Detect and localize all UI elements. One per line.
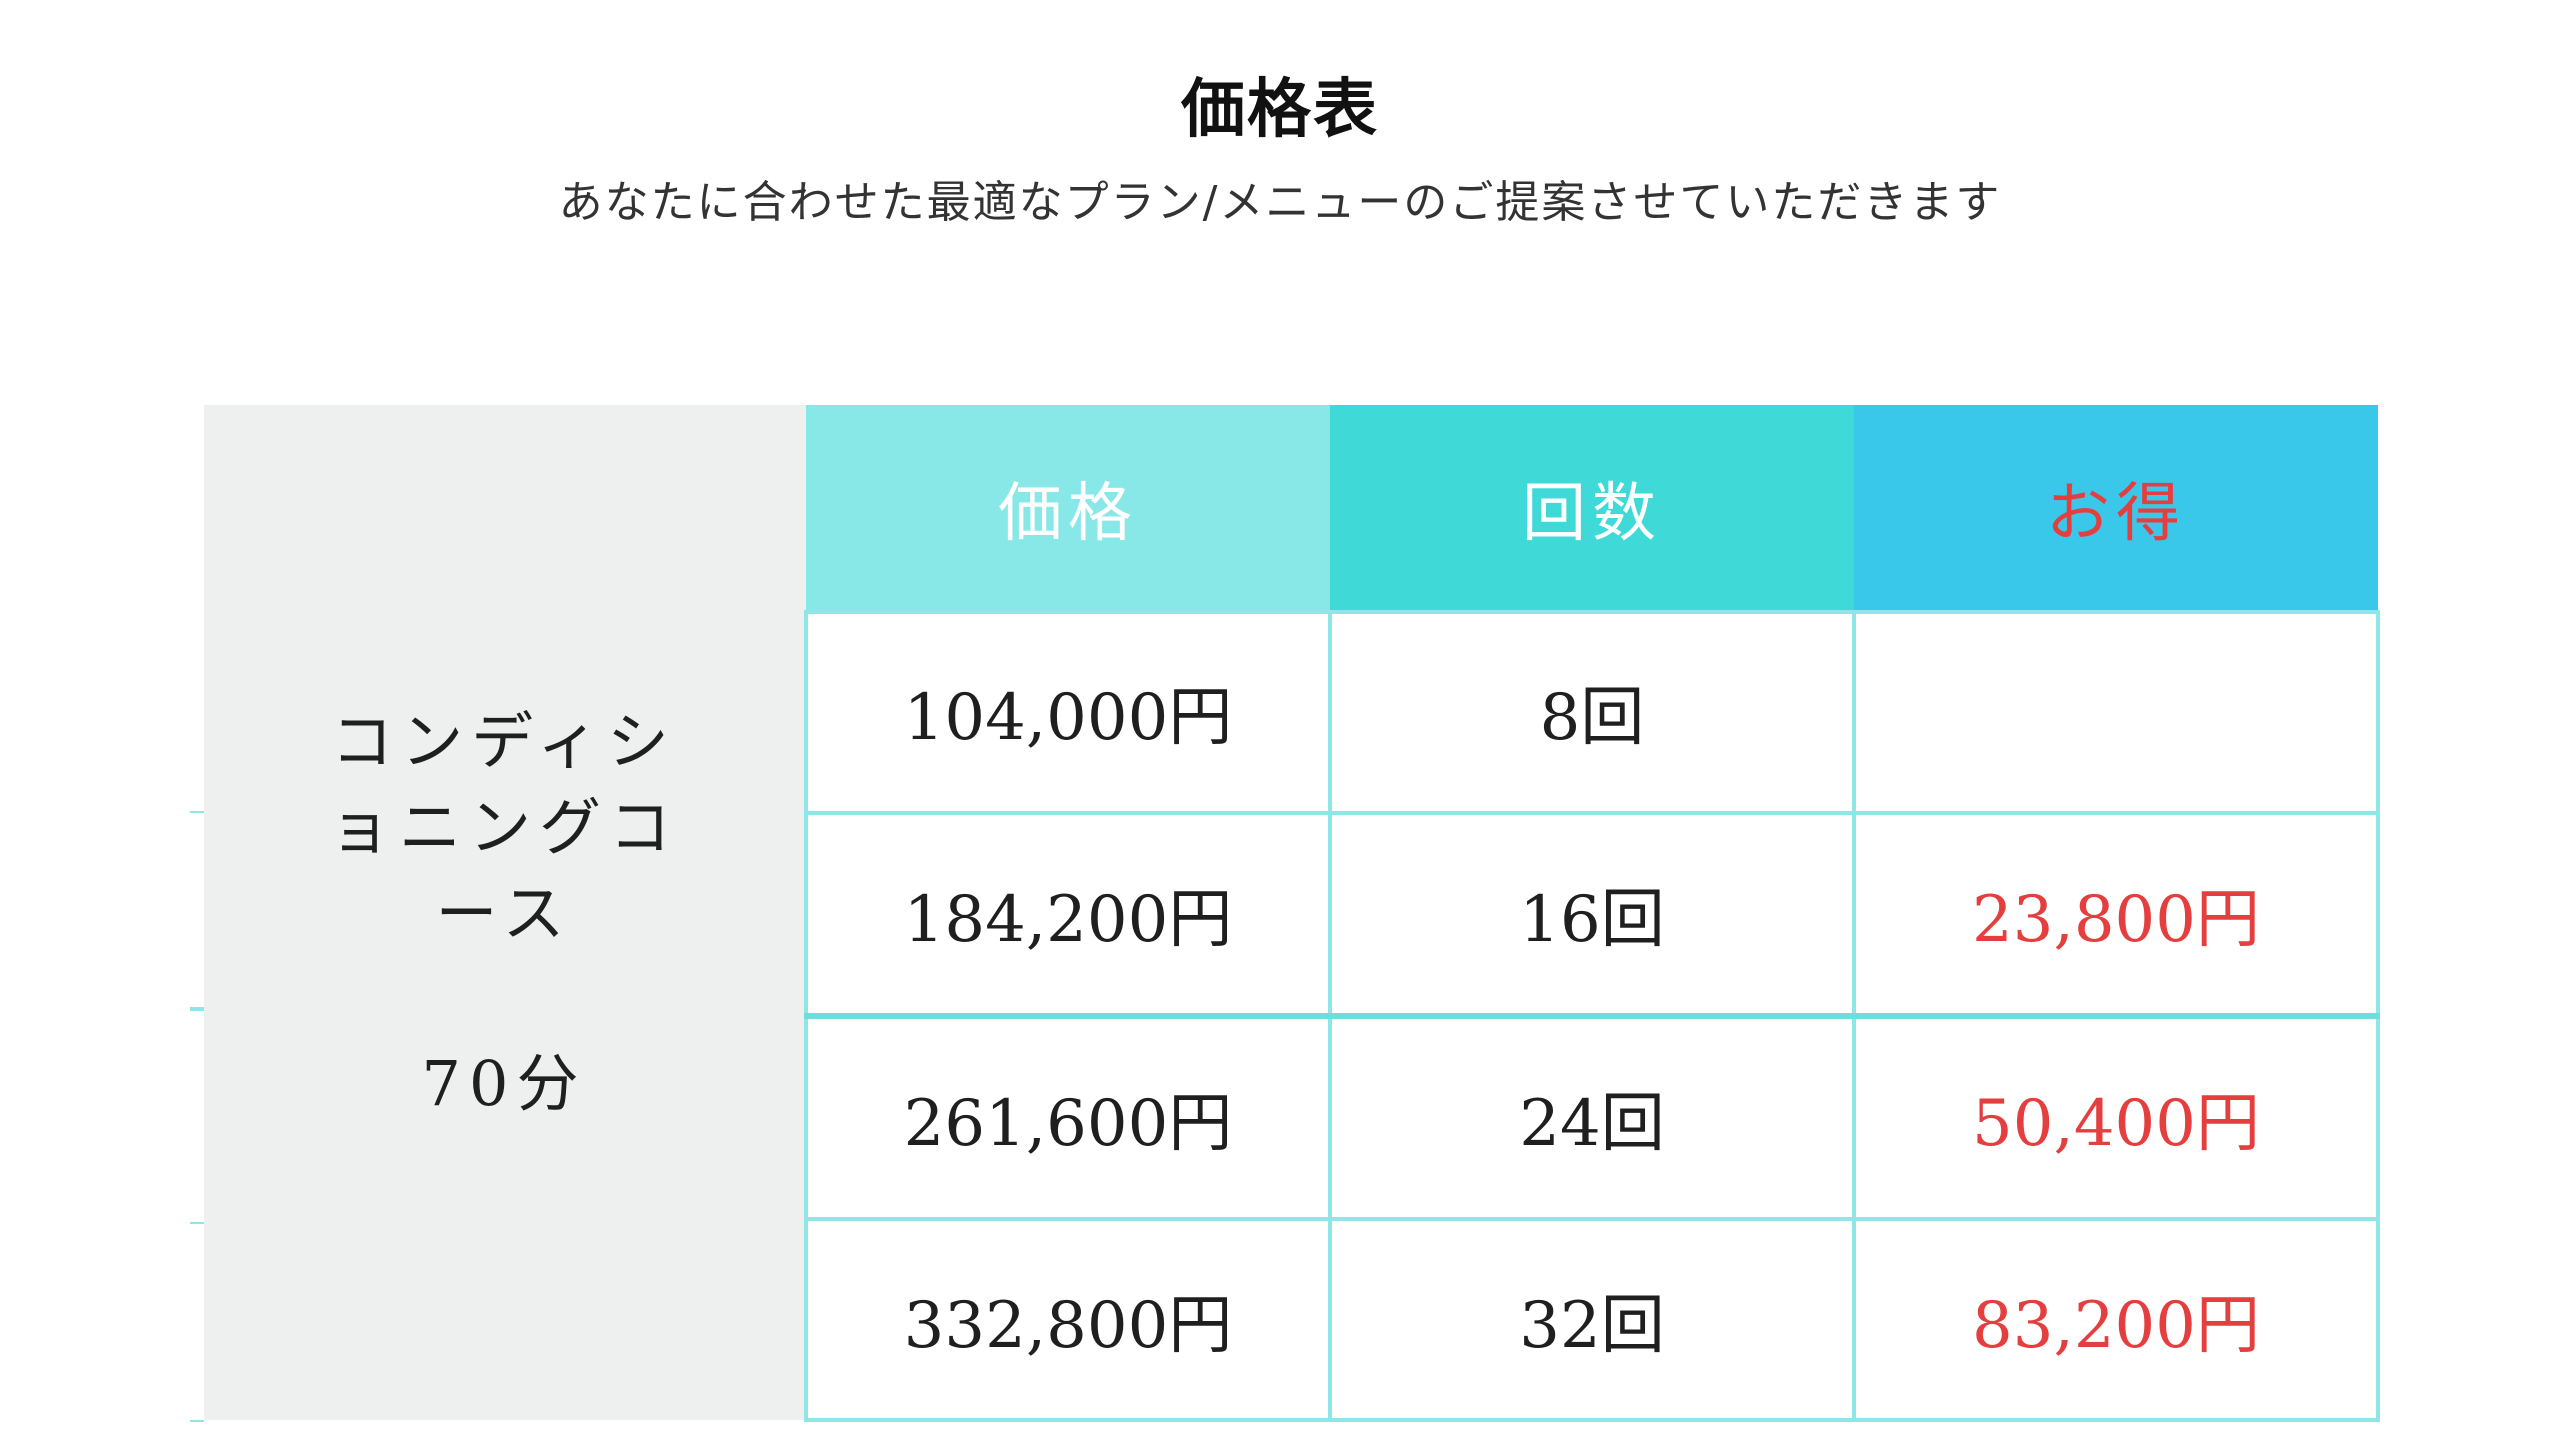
course-duration: 70分 (421, 1046, 587, 1120)
count-cell: 8回 (1328, 610, 1856, 815)
saving-cell (1852, 610, 2380, 815)
page-subtitle: あなたに合わせた最適なプラン/メニューのご提案させていただきます (558, 177, 2002, 228)
page-title: 価格表 (1181, 73, 1379, 147)
count-cell: 24回 (1328, 1012, 1856, 1222)
price-cell: 261,600円 (804, 1012, 1332, 1222)
table-header-row: コンディショニングコース 70分 価格 回数 お得 (204, 405, 2378, 1420)
table-edge-line (190, 1222, 204, 1224)
table-row: 104,000円 8回 (204, 610, 2380, 815)
saving-cell: 83,200円 (1852, 1217, 2380, 1422)
saving-cell: 23,800円 (1852, 810, 2380, 1018)
price-cell: 184,200円 (804, 810, 1332, 1018)
table-row: 261,600円 24回 50,400円 (204, 1012, 2380, 1222)
table-row: 184,200円 16回 23,800円 (204, 810, 2380, 1018)
count-cell: 32回 (1328, 1217, 1856, 1422)
table-edge-line (190, 811, 204, 813)
price-cell: 104,000円 (804, 610, 1332, 815)
course-cell: コンディショニングコース 70分 (204, 405, 806, 1420)
table-row: 332,800円 32回 83,200円 (204, 1217, 2380, 1422)
saving-cell: 50,400円 (1852, 1012, 2380, 1222)
price-table: コンディショニングコース 70分 価格 回数 お得 104,000円 8回 18… (204, 405, 2380, 1422)
table-edge-line (190, 1420, 204, 1422)
column-header-count: 回数 (1330, 405, 1854, 612)
column-header-price: 価格 (806, 405, 1330, 612)
column-header-saving: お得 (1854, 405, 2378, 612)
course-name: コンディショニングコース (328, 704, 679, 950)
table-edge-line (190, 1007, 204, 1011)
count-cell: 16回 (1328, 810, 1856, 1018)
price-cell: 332,800円 (804, 1217, 1332, 1422)
